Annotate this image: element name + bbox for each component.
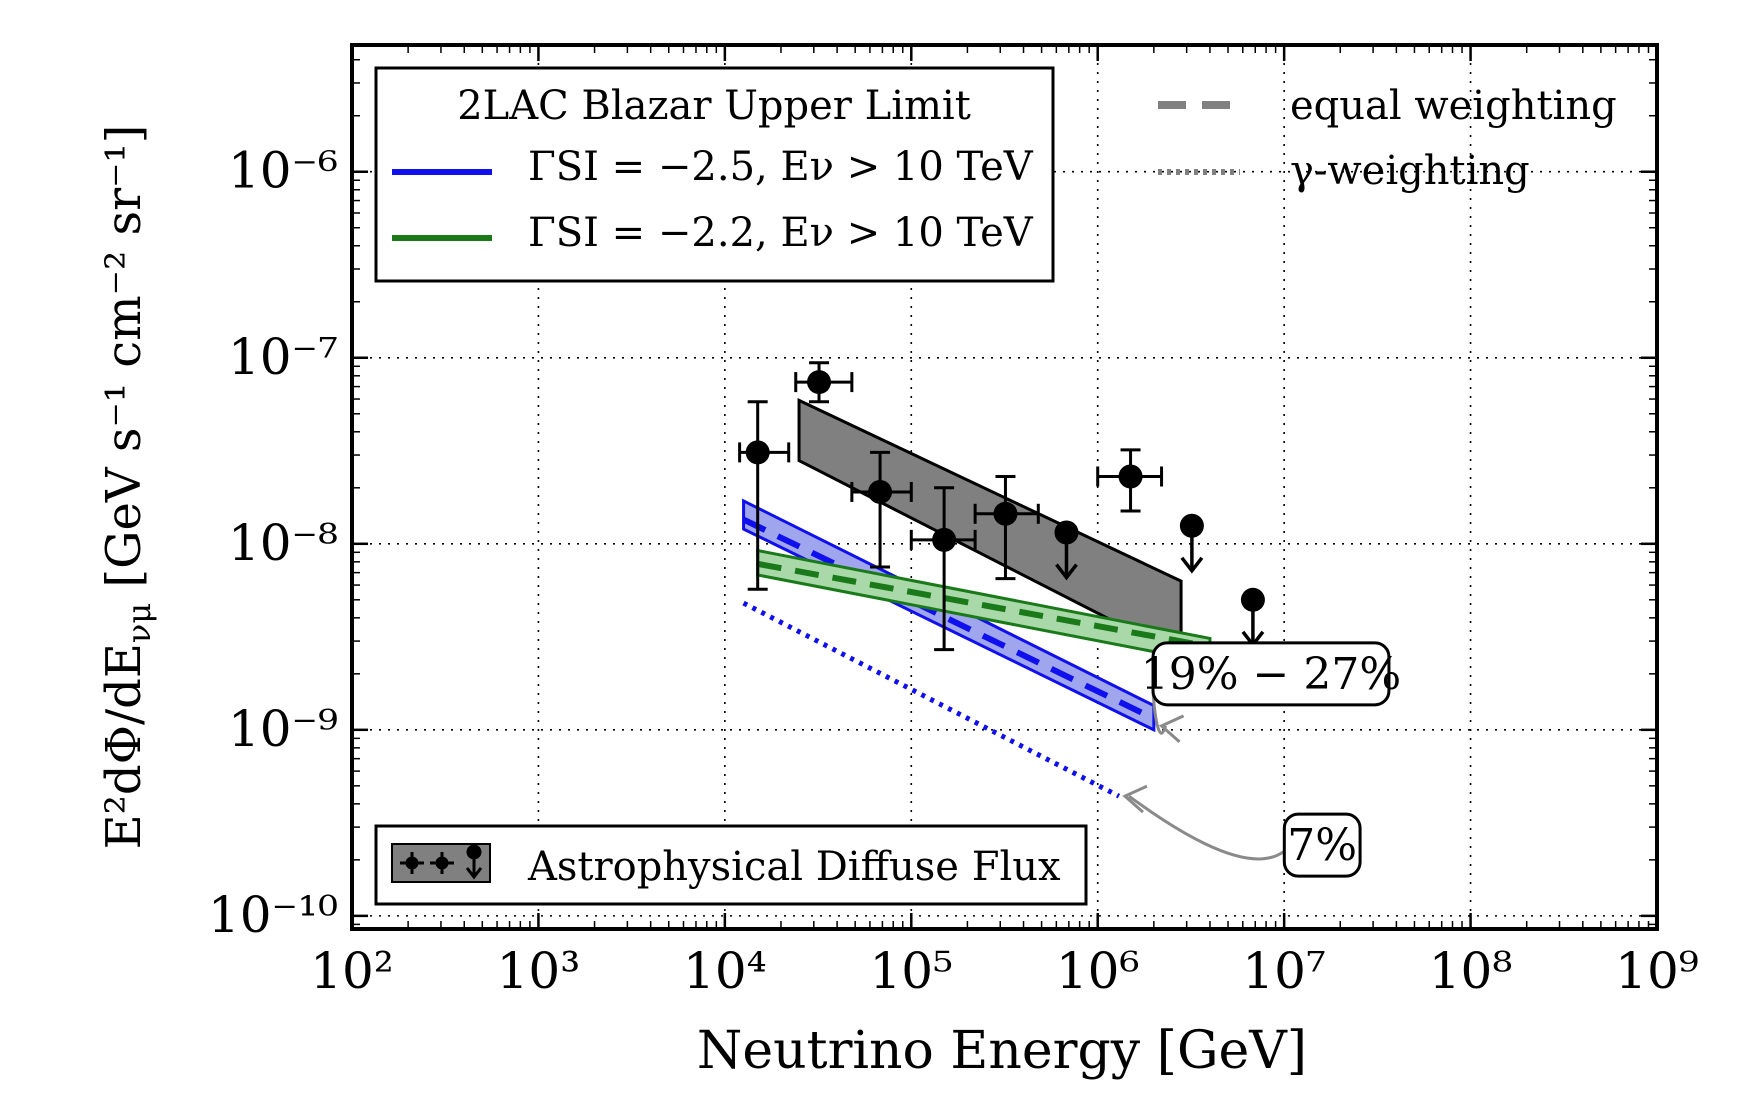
legend-diffuse-markers <box>400 844 483 880</box>
y-tick-label: 10⁻⁶ <box>228 142 338 200</box>
y-axis-label-lhs: E²dΦ/dE <box>96 643 152 849</box>
svg-text:E²dΦ/dEνμ [GeV s⁻¹ cm⁻² sr⁻¹]: E²dΦ/dEνμ [GeV s⁻¹ cm⁻² sr⁻¹] <box>96 125 158 850</box>
x-tick-label: 10³ <box>497 942 581 1000</box>
y-axis-label: E²dΦ/dEνμ [GeV s⁻¹ cm⁻² sr⁻¹] <box>96 125 158 850</box>
legend-dotted-label: γ-weighting <box>1290 148 1530 194</box>
data-point <box>932 527 957 552</box>
legend-diffuse-box <box>374 824 1088 906</box>
x-tick-label: 10⁴ <box>683 942 767 1000</box>
data-point <box>993 501 1018 526</box>
y-tick-label: 10⁻⁸ <box>228 514 338 572</box>
annotation-box <box>1151 641 1391 707</box>
plot-area: 19% − 27% 7% <box>738 361 1401 878</box>
gamma-weighting-line-gamma-25 <box>742 600 1121 799</box>
annotation-label: 19% − 27% <box>1141 649 1401 700</box>
legend-dashed-label: equal weighting <box>1290 83 1617 129</box>
x-tick-label: 10⁵ <box>869 942 953 1000</box>
y-axis-label-units: [GeV s⁻¹ cm⁻² sr⁻¹] <box>96 125 152 588</box>
y-axis-label-sub: νμ <box>120 603 158 643</box>
x-tick-label: 10⁶ <box>1056 942 1140 1000</box>
annotation-arrow <box>1151 691 1167 735</box>
upper-limit-arrowhead <box>1180 556 1204 574</box>
annotation-arrow <box>1128 794 1286 861</box>
x-tick-label: 10⁷ <box>1242 942 1326 1000</box>
legend-style: equal weighting γ-weighting <box>1158 83 1617 194</box>
annotation-arrowhead <box>1158 714 1185 744</box>
legend-label-gamma-25: ΓSI = −2.5, Eν > 10 TeV <box>528 144 1034 190</box>
legend-label-gamma-22: ΓSI = −2.2, Eν > 10 TeV <box>528 210 1034 256</box>
upper-limit-point <box>1179 513 1204 538</box>
x-tick-label: 10⁸ <box>1429 942 1513 1000</box>
legend-diffuse: Astrophysical Diffuse Flux <box>374 824 1088 906</box>
data-point <box>745 440 770 465</box>
upper-limit-point <box>1054 520 1079 545</box>
legend-diffuse-label: Astrophysical Diffuse Flux <box>527 844 1061 890</box>
y-tick-label: 10⁻⁷ <box>228 328 338 386</box>
annotation-label: 7% <box>1287 820 1357 871</box>
legend-main: 2LAC Blazar Upper Limit ΓSI = −2.5, Eν >… <box>374 66 1055 283</box>
tick-labels: 10² 10³ 10⁴ 10⁵ 10⁶ 10⁷ 10⁸ 10⁹ 10⁻¹⁰ 10⁻⁹ 10⁻⁸ 10⁻… <box>208 142 1699 1000</box>
upper-limit-arrowhead <box>1055 563 1078 581</box>
y-tick-label: 10⁻⁹ <box>228 700 338 758</box>
annotation-arrowhead <box>1122 784 1148 814</box>
data-point <box>1118 464 1143 489</box>
legend-main-title: 2LAC Blazar Upper Limit <box>457 83 971 129</box>
y-tick-label: 10⁻¹⁰ <box>208 886 338 944</box>
upper-limit-point <box>1240 587 1265 612</box>
x-tick-label: 10⁹ <box>1615 942 1699 1000</box>
data-point <box>868 479 893 504</box>
x-tick-label: 10² <box>310 942 394 1000</box>
data-point <box>807 370 832 395</box>
plot-frame <box>350 43 1659 931</box>
x-axis-label: Neutrino Energy [GeV] <box>697 1021 1307 1081</box>
annotation-box <box>1282 812 1362 878</box>
equal-weighting-line-gamma-22 <box>757 560 1211 650</box>
